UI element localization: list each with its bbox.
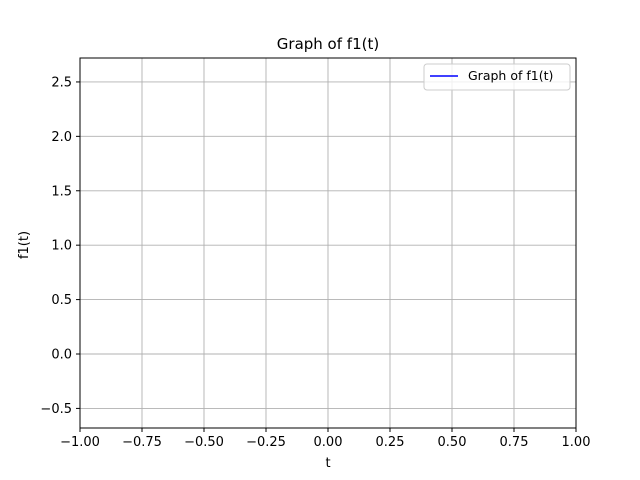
legend-entry-label: Graph of f1(t) <box>468 68 553 83</box>
x-tick-label: 0.50 <box>438 435 467 450</box>
x-tick-label: 0.75 <box>500 435 529 450</box>
x-tick-label: −0.25 <box>246 435 286 450</box>
x-tick-label: 0.00 <box>314 435 343 450</box>
legend-frame <box>423 63 571 91</box>
y-axis-ticks: −0.5 0.0 0.5 1.0 1.5 2.0 2.5 <box>40 75 80 417</box>
x-tick-label: 0.25 <box>376 435 405 450</box>
x-tick-label: −0.50 <box>184 435 224 450</box>
y-axis-label: f1(t) <box>17 231 32 259</box>
y-tick-label: 0.5 <box>51 293 72 308</box>
x-axis-label: t <box>325 456 330 471</box>
x-tick-label: 1.00 <box>562 435 591 450</box>
y-tick-label: 0.0 <box>51 348 72 363</box>
y-tick-label: 1.5 <box>51 184 72 199</box>
y-tick-label: 2.0 <box>51 130 72 145</box>
chart-title: Graph of f1(t) <box>277 35 379 53</box>
y-tick-label: −0.5 <box>40 402 72 417</box>
x-tick-label: −1.00 <box>60 435 100 450</box>
legend: Graph of f1(t) <box>423 63 571 91</box>
x-tick-label: −0.75 <box>122 435 162 450</box>
x-axis-ticks: −1.00 −0.75 −0.50 −0.25 0.00 0.25 0.50 0.75 1.00 <box>60 428 590 450</box>
y-tick-label: 2.5 <box>51 75 72 90</box>
y-tick-label: 1.0 <box>51 239 72 254</box>
